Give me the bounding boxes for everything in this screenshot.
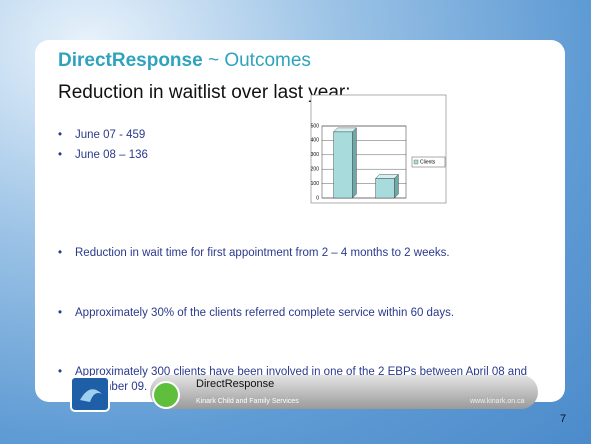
footer-url: www.kinark.on.ca [470,398,524,405]
slide: DirectResponse ~ Outcomes Reduction in w… [0,0,591,444]
footer-org: Kinark Child and Family Services [196,398,299,405]
footer-icons [0,0,591,444]
footer-title: DirectResponse [196,378,274,390]
green-orb [153,382,179,408]
page-number: 7 [560,413,566,425]
